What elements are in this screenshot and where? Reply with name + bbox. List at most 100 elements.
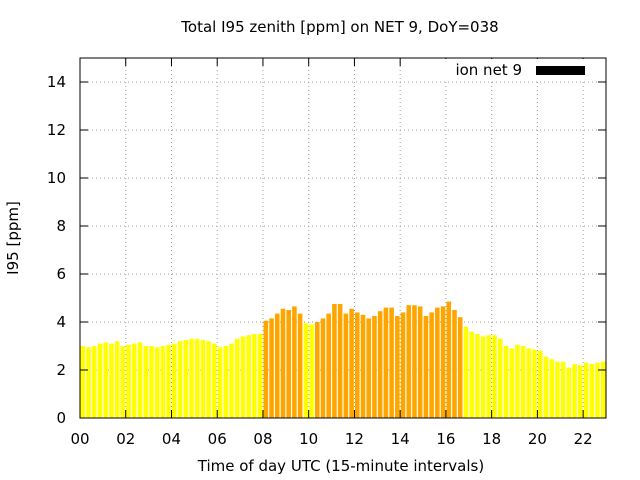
bar bbox=[343, 313, 349, 418]
legend-bg bbox=[427, 59, 605, 81]
bar bbox=[286, 310, 291, 418]
y-tick-label: 10 bbox=[47, 169, 66, 187]
bar bbox=[577, 365, 583, 418]
y-tick-label: 14 bbox=[47, 73, 66, 91]
bar bbox=[395, 316, 400, 418]
bar bbox=[166, 344, 171, 418]
bar bbox=[297, 313, 303, 418]
bar bbox=[572, 364, 577, 418]
bar bbox=[194, 338, 200, 418]
bar bbox=[555, 361, 560, 418]
bar bbox=[417, 306, 423, 418]
x-tick-label: 06 bbox=[208, 430, 227, 448]
bar bbox=[126, 344, 131, 418]
bar bbox=[109, 343, 114, 418]
bar bbox=[440, 306, 446, 418]
grid-lines bbox=[80, 58, 606, 418]
bar bbox=[372, 316, 377, 418]
bar bbox=[566, 367, 572, 418]
bar bbox=[217, 347, 223, 418]
bar bbox=[234, 338, 240, 418]
bar bbox=[303, 323, 309, 418]
bar bbox=[326, 313, 331, 418]
bar bbox=[503, 346, 509, 418]
bar bbox=[86, 347, 91, 418]
bar bbox=[206, 341, 211, 418]
y-tick-label: 4 bbox=[56, 313, 66, 331]
bar bbox=[532, 349, 537, 418]
bar bbox=[120, 346, 126, 418]
y-axis-ticks: 0 2 4 6 8 10 12 14 bbox=[47, 73, 606, 427]
x-tick-label: 00 bbox=[70, 430, 89, 448]
bar bbox=[406, 305, 412, 418]
bar bbox=[583, 362, 589, 418]
bar bbox=[549, 359, 554, 418]
x-tick-label: 16 bbox=[436, 430, 455, 448]
bar bbox=[114, 341, 120, 418]
bar bbox=[200, 340, 206, 418]
x-tick-label: 08 bbox=[253, 430, 272, 448]
y-tick-label: 0 bbox=[56, 409, 66, 427]
x-tick-label: 20 bbox=[528, 430, 547, 448]
legend: ion net 9 bbox=[427, 59, 605, 81]
x-tick-label: 22 bbox=[574, 430, 593, 448]
bar bbox=[377, 311, 383, 418]
bar bbox=[509, 348, 514, 418]
bar bbox=[452, 310, 457, 418]
bar bbox=[320, 318, 326, 418]
bar bbox=[314, 322, 320, 418]
bar bbox=[355, 312, 360, 418]
bar bbox=[280, 308, 286, 418]
y-tick-label: 6 bbox=[56, 265, 66, 283]
bar bbox=[263, 320, 269, 418]
bar bbox=[446, 301, 452, 418]
bar bbox=[97, 343, 103, 418]
plot-frame bbox=[79, 57, 607, 419]
bar bbox=[457, 317, 463, 418]
bar bbox=[132, 343, 137, 418]
bar bbox=[520, 346, 526, 418]
x-tick-label: 18 bbox=[482, 430, 501, 448]
bar bbox=[246, 335, 251, 418]
bar bbox=[400, 312, 406, 418]
bar bbox=[383, 307, 389, 418]
y-axis-label: I95 [ppm] bbox=[4, 201, 22, 275]
y-tick-label: 12 bbox=[47, 121, 66, 139]
bar bbox=[189, 338, 194, 418]
bar bbox=[274, 313, 280, 418]
bar bbox=[349, 308, 354, 418]
bar bbox=[526, 348, 532, 418]
legend-swatch bbox=[536, 66, 585, 75]
y-tick-label: 2 bbox=[56, 361, 66, 379]
legend-label: ion net 9 bbox=[455, 61, 522, 79]
bar bbox=[469, 331, 474, 418]
bar bbox=[366, 318, 372, 418]
bar bbox=[475, 334, 480, 418]
bar bbox=[412, 305, 417, 418]
bar bbox=[595, 362, 600, 418]
bar bbox=[269, 318, 274, 418]
bar bbox=[497, 338, 503, 418]
bar bbox=[257, 334, 263, 418]
x-tick-label: 02 bbox=[116, 430, 135, 448]
y-tick-label: 8 bbox=[56, 217, 66, 235]
bar bbox=[429, 312, 434, 418]
bar bbox=[137, 342, 143, 418]
bar bbox=[589, 364, 594, 418]
bar bbox=[337, 304, 343, 418]
bar bbox=[80, 346, 86, 418]
bar bbox=[332, 304, 337, 418]
bar bbox=[537, 350, 543, 418]
bars bbox=[80, 301, 606, 418]
bar bbox=[212, 343, 217, 418]
bar bbox=[292, 306, 297, 418]
x-axis-label: Time of day UTC (15-minute intervals) bbox=[197, 457, 484, 475]
bar bbox=[103, 342, 109, 418]
bar bbox=[223, 346, 229, 418]
bar bbox=[183, 340, 189, 418]
bar bbox=[360, 314, 366, 418]
bar bbox=[172, 343, 177, 418]
bar bbox=[92, 346, 97, 418]
bar bbox=[480, 336, 486, 418]
